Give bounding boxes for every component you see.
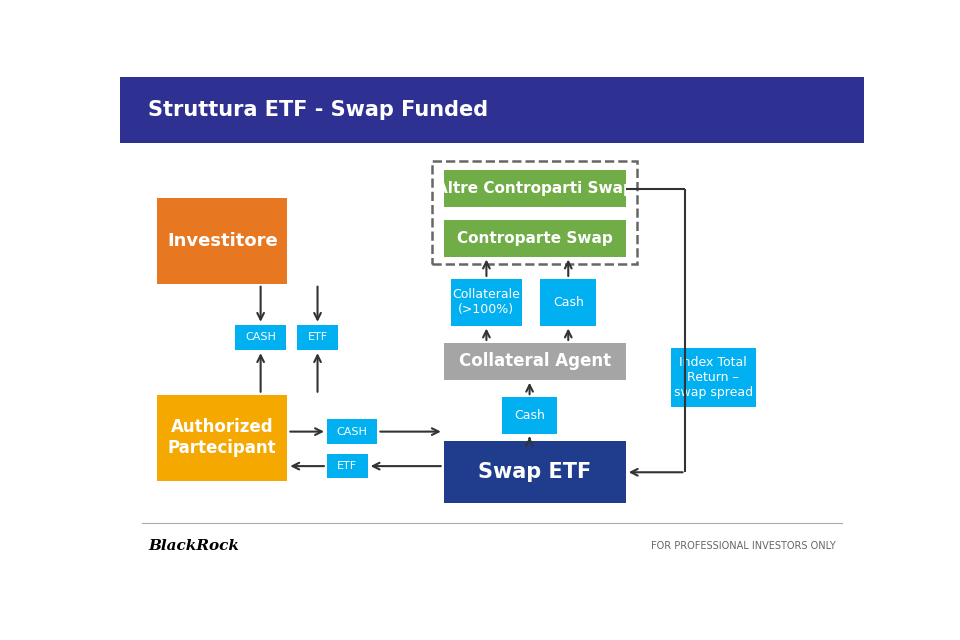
FancyBboxPatch shape <box>502 397 558 434</box>
FancyBboxPatch shape <box>326 419 377 444</box>
Text: CASH: CASH <box>245 333 276 342</box>
Text: ETF: ETF <box>337 461 357 471</box>
Text: Collaterale
(>100%): Collaterale (>100%) <box>452 288 520 316</box>
Text: Cash: Cash <box>515 409 545 422</box>
FancyBboxPatch shape <box>540 279 596 326</box>
Text: BlackRock: BlackRock <box>148 539 239 553</box>
Text: Index Total
Return –
swap spread: Index Total Return – swap spread <box>674 356 753 399</box>
Text: CASH: CASH <box>337 427 368 436</box>
FancyBboxPatch shape <box>235 324 286 350</box>
Text: Swap ETF: Swap ETF <box>478 462 591 483</box>
FancyBboxPatch shape <box>157 198 287 284</box>
FancyBboxPatch shape <box>444 442 626 503</box>
FancyBboxPatch shape <box>326 454 368 479</box>
Text: Authorized
Partecipant: Authorized Partecipant <box>168 419 276 457</box>
FancyBboxPatch shape <box>670 348 756 407</box>
Text: Investitore: Investitore <box>167 232 277 250</box>
FancyBboxPatch shape <box>444 343 626 380</box>
FancyBboxPatch shape <box>444 170 626 207</box>
Text: Collateral Agent: Collateral Agent <box>459 353 611 371</box>
Text: Struttura ETF - Swap Funded: Struttura ETF - Swap Funded <box>148 100 489 120</box>
Text: Controparte Swap: Controparte Swap <box>457 230 612 246</box>
FancyBboxPatch shape <box>120 77 864 143</box>
FancyBboxPatch shape <box>444 220 626 257</box>
FancyBboxPatch shape <box>451 279 522 326</box>
FancyBboxPatch shape <box>157 395 287 481</box>
Text: Altre Controparti Swap: Altre Controparti Swap <box>436 181 634 196</box>
Text: FOR PROFESSIONAL INVESTORS ONLY: FOR PROFESSIONAL INVESTORS ONLY <box>651 541 836 551</box>
Text: ETF: ETF <box>307 333 327 342</box>
Text: Cash: Cash <box>553 296 584 308</box>
FancyBboxPatch shape <box>297 324 338 350</box>
